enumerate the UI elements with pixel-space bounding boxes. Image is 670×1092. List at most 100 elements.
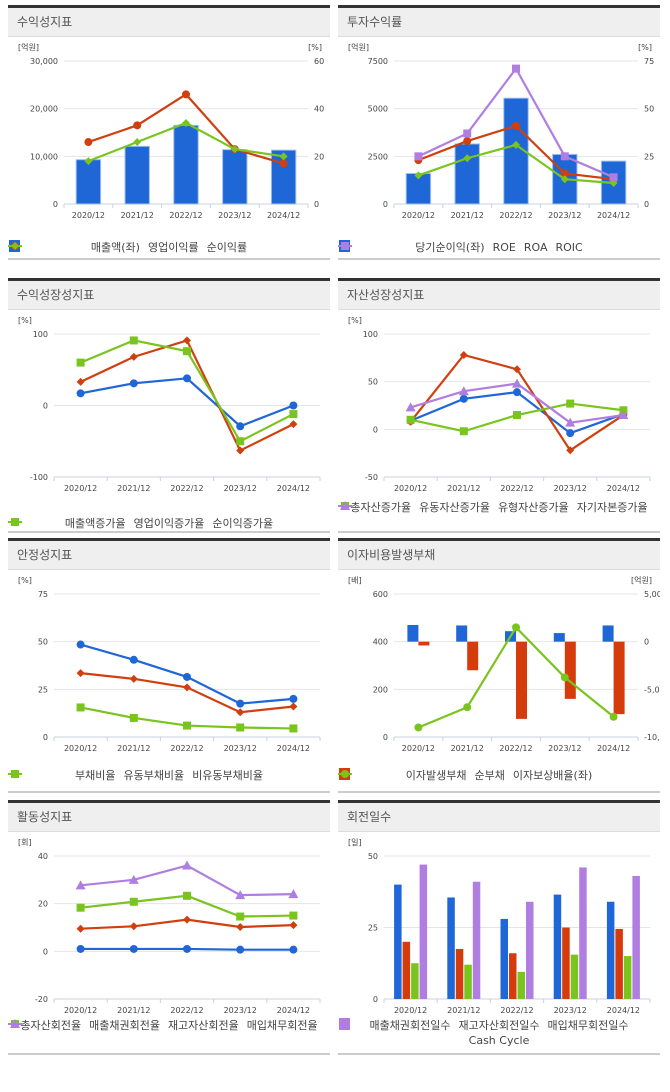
data-point <box>183 915 191 924</box>
legend-item[interactable]: 영업이익증가율 <box>8 516 204 531</box>
legend-item[interactable]: 매입채무회전일수 <box>339 1018 628 1033</box>
legend-item[interactable]: 총자산회전율 <box>8 1018 81 1033</box>
data-point <box>289 724 298 733</box>
series-line <box>80 339 294 443</box>
data-point <box>458 386 469 396</box>
legend-item[interactable]: 재고자산회전율 <box>8 1018 239 1033</box>
legend-item[interactable]: 영업이익률 <box>8 240 199 255</box>
series-2 <box>76 703 298 733</box>
data-point <box>512 623 520 632</box>
legend-item[interactable]: 순이익증가율 <box>8 516 273 531</box>
legend: 총자산증가율 유동자산증가율 유형자산증가율 자기자본증가율 <box>338 500 660 515</box>
legend-item[interactable]: 자기자본증가율 <box>338 500 648 515</box>
x-tick-label: 2023/12 <box>224 744 257 753</box>
data-point <box>236 708 245 717</box>
legend-item[interactable]: 유동부채비율 <box>8 768 185 783</box>
legend-label: 자기자본증가율 <box>576 501 648 514</box>
legend-item[interactable]: ROE <box>338 240 516 255</box>
legend-item[interactable]: 총자산증가율 <box>338 500 411 515</box>
data-point <box>513 411 521 420</box>
series-2 <box>76 891 298 921</box>
bar <box>394 884 402 999</box>
legend-item[interactable]: 매출액증가율 <box>8 516 126 531</box>
x-tick-label: 2022/12 <box>170 1006 203 1015</box>
x-tick-label: 2022/12 <box>170 744 203 753</box>
legend-label: 매출액증가율 <box>64 517 126 530</box>
data-point <box>182 118 190 127</box>
legend-item[interactable]: 매출액(좌) <box>9 240 140 255</box>
legend-item[interactable]: 유형자산증가율 <box>338 500 569 515</box>
series-line <box>80 377 294 428</box>
legend-label: 재고자산회전일수 <box>458 1019 540 1032</box>
data-point <box>183 721 191 730</box>
legend-item[interactable]: 순부채 <box>339 768 505 783</box>
data-point <box>560 152 569 161</box>
chart-title: 회전일수 <box>338 803 660 832</box>
legend-item[interactable]: 재고자산회전일수 <box>339 1018 540 1033</box>
legend-item[interactable]: 이자보상배율(좌) <box>338 768 592 783</box>
x-tick-label: 2023/12 <box>224 1006 257 1015</box>
data-point <box>129 674 138 683</box>
legend-label: 유동부채비율 <box>123 769 185 782</box>
y-tick-label: 100 <box>363 330 378 339</box>
chart-panel: 수익성장성지표 [%] -100 0 100 2020/12 2021/12 2022/12 2… <box>8 278 330 533</box>
x-tick-label: 2020/12 <box>64 1006 97 1015</box>
data-point <box>183 891 191 900</box>
y-tick-label: 7500 <box>368 57 388 66</box>
legend-label: 영업이익률 <box>147 241 199 254</box>
y-tick-label: 600 <box>373 590 388 599</box>
series-0 <box>407 624 614 642</box>
legend-item[interactable]: 비유동부채비율 <box>8 768 263 783</box>
chart-title: 이자비용발생부채 <box>338 541 660 570</box>
legend-item[interactable]: 순이익률 <box>8 240 247 255</box>
series-line <box>80 864 294 897</box>
data-point <box>513 388 521 397</box>
data-point <box>414 152 423 161</box>
chart-panel: 수익성지표 [억원] [%] 0 10,000 20,000 30,000 0 20 40 60 20… <box>8 5 330 260</box>
data-point <box>289 945 298 954</box>
legend-item[interactable]: 당기순이익(좌) <box>339 240 485 255</box>
legend-label: ROIC <box>555 241 583 254</box>
series-1 <box>76 336 298 455</box>
legend: 매출액증가율 영업이익증가율 순이익증가율 <box>8 516 330 531</box>
y-tick-label: 200 <box>373 685 388 694</box>
bar <box>222 149 248 205</box>
legend-item[interactable]: 매출채권회전일수 <box>339 1018 451 1033</box>
data-point <box>129 944 138 953</box>
data-point <box>183 336 191 345</box>
data-point <box>183 374 191 383</box>
bar <box>526 901 534 999</box>
legend-item[interactable]: 이자발생부채 <box>339 768 466 783</box>
y2-tick-label: 0 <box>644 638 649 647</box>
legend-item[interactable]: Cash Cycle <box>339 1018 529 1048</box>
chart-svg: [회] -20 0 20 40 2020/12 2021/12 2022/12 2023/12 2… <box>18 838 321 1015</box>
data-point <box>183 347 191 356</box>
bar <box>455 948 464 999</box>
legend-item[interactable]: ROA <box>338 240 547 255</box>
legend-item[interactable]: 부채비율 <box>8 768 115 783</box>
data-point <box>236 723 245 732</box>
chart-svg: [%] -50 0 50 100 2020/12 2021/12 2022/12 2023/12… <box>348 316 651 493</box>
data-point <box>289 911 298 920</box>
x-tick-label: 2024/12 <box>277 744 310 753</box>
legend-item[interactable]: 유동자산증가율 <box>338 500 490 515</box>
series-3 <box>75 860 299 900</box>
data-point <box>76 669 85 678</box>
data-point <box>84 138 93 147</box>
bar <box>564 641 576 699</box>
chart-svg: [억원] [%] 0 10,000 20,000 30,000 0 20 40 60 2020/12… <box>18 42 324 220</box>
data-point <box>289 410 298 419</box>
bar <box>602 625 614 642</box>
data-point <box>513 365 521 374</box>
data-point <box>512 64 520 73</box>
legend-item[interactable]: 매입채무회전율 <box>8 1018 318 1033</box>
y-tick-label: 0 <box>43 947 48 956</box>
data-point <box>76 924 85 933</box>
x-tick-label: 2024/12 <box>607 1006 640 1015</box>
x-tick-label: 2024/12 <box>277 484 310 493</box>
legend-item[interactable]: ROIC <box>338 240 583 255</box>
y2-tick-label: 50 <box>644 105 654 114</box>
legend-item[interactable]: 매출채권회전율 <box>8 1018 160 1033</box>
legend-marker-icon <box>341 242 349 250</box>
chart-panel: 자산성장성지표 [%] -50 0 50 100 2020/12 2021/12 2022/12… <box>338 278 660 533</box>
